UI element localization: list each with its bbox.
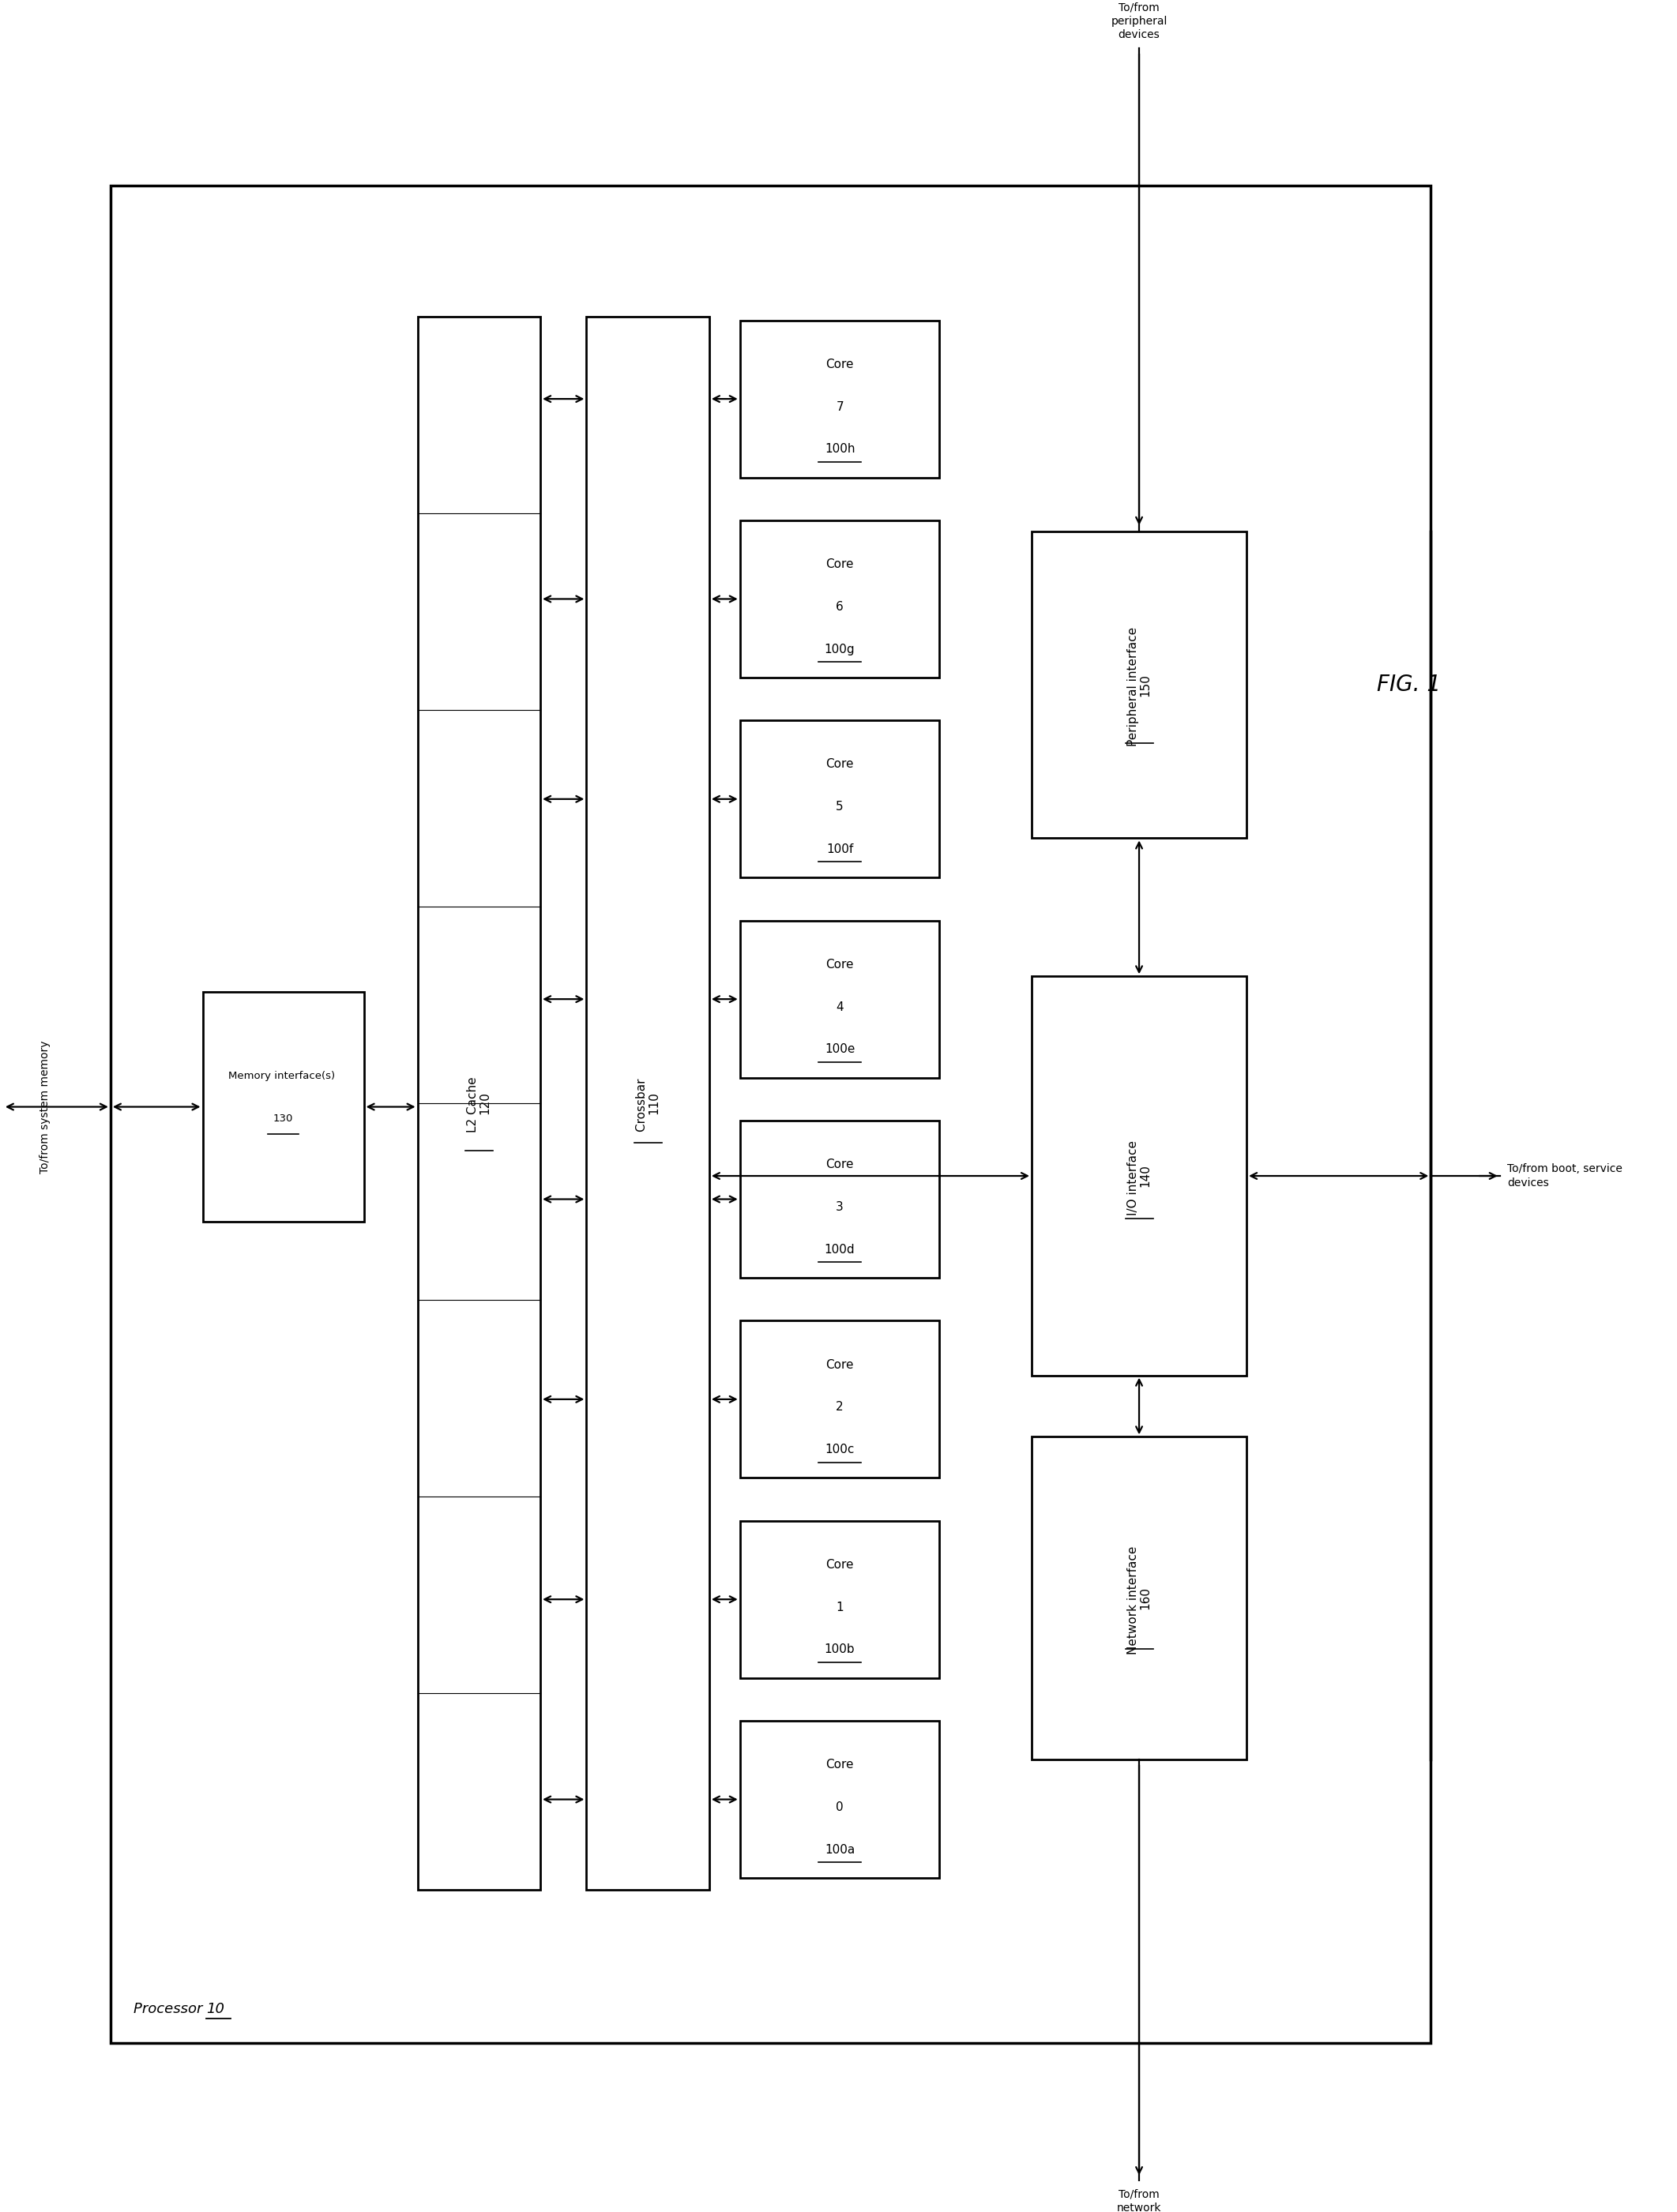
Text: Core: Core — [825, 958, 854, 971]
Text: Core: Core — [825, 1358, 854, 1371]
Bar — [1031, 1438, 1246, 1759]
Bar — [418, 316, 540, 1889]
Bar — [740, 1520, 939, 1679]
Text: To/from system memory: To/from system memory — [40, 1040, 50, 1172]
Text: Crossbar: Crossbar — [636, 1075, 647, 1133]
Text: 0: 0 — [835, 1801, 844, 1814]
Text: 110: 110 — [647, 1091, 659, 1115]
Text: 100d: 100d — [825, 1243, 855, 1256]
Text: I/O interface: I/O interface — [1127, 1137, 1139, 1214]
Bar — [1031, 531, 1246, 838]
Bar — [740, 520, 939, 677]
Bar — [203, 991, 364, 1221]
Text: 100e: 100e — [825, 1044, 855, 1055]
Bar — [740, 1721, 939, 1878]
Text: 160: 160 — [1139, 1586, 1150, 1610]
Text: 100c: 100c — [825, 1444, 855, 1455]
Text: To/from boot, service
devices: To/from boot, service devices — [1508, 1164, 1623, 1188]
Text: 3: 3 — [835, 1201, 844, 1212]
Text: Core: Core — [825, 1559, 854, 1571]
Text: 4: 4 — [835, 1002, 844, 1013]
Text: 120: 120 — [480, 1091, 491, 1115]
Text: 100a: 100a — [825, 1845, 855, 1856]
Text: 1: 1 — [835, 1601, 844, 1613]
Text: 7: 7 — [835, 400, 844, 414]
Text: L2 Cache: L2 Cache — [468, 1073, 480, 1133]
Bar — [740, 1121, 939, 1279]
Text: To/from
peripheral
devices: To/from peripheral devices — [1110, 2, 1167, 40]
Bar — [587, 316, 709, 1889]
Bar — [740, 1321, 939, 1478]
Bar — [740, 321, 939, 478]
Text: Core: Core — [825, 1159, 854, 1170]
Text: 140: 140 — [1139, 1164, 1150, 1188]
Text: 2: 2 — [835, 1400, 844, 1413]
Text: 150: 150 — [1139, 672, 1150, 697]
Text: Memory interface(s): Memory interface(s) — [228, 1071, 339, 1082]
Bar — [1031, 975, 1246, 1376]
Text: 100h: 100h — [825, 442, 855, 456]
Text: 10: 10 — [206, 2002, 225, 2015]
Text: Core: Core — [825, 1759, 854, 1772]
Text: 100b: 100b — [825, 1644, 855, 1655]
Text: Processor: Processor — [134, 2002, 206, 2015]
Text: Network interface: Network interface — [1127, 1542, 1139, 1655]
Text: Core: Core — [825, 358, 854, 369]
Text: FIG. 1: FIG. 1 — [1377, 675, 1441, 697]
Text: To/from
network: To/from network — [1117, 2190, 1162, 2212]
Text: 100g: 100g — [825, 644, 855, 655]
Text: Core: Core — [825, 759, 854, 770]
Text: 130: 130 — [273, 1113, 293, 1124]
Text: 5: 5 — [835, 801, 844, 812]
Text: 100f: 100f — [827, 843, 854, 856]
Bar — [111, 186, 1430, 2044]
Text: 6: 6 — [835, 602, 844, 613]
Bar — [740, 920, 939, 1077]
Text: Core: Core — [825, 557, 854, 571]
Bar — [740, 721, 939, 878]
Text: Peripheral interface: Peripheral interface — [1127, 624, 1139, 745]
